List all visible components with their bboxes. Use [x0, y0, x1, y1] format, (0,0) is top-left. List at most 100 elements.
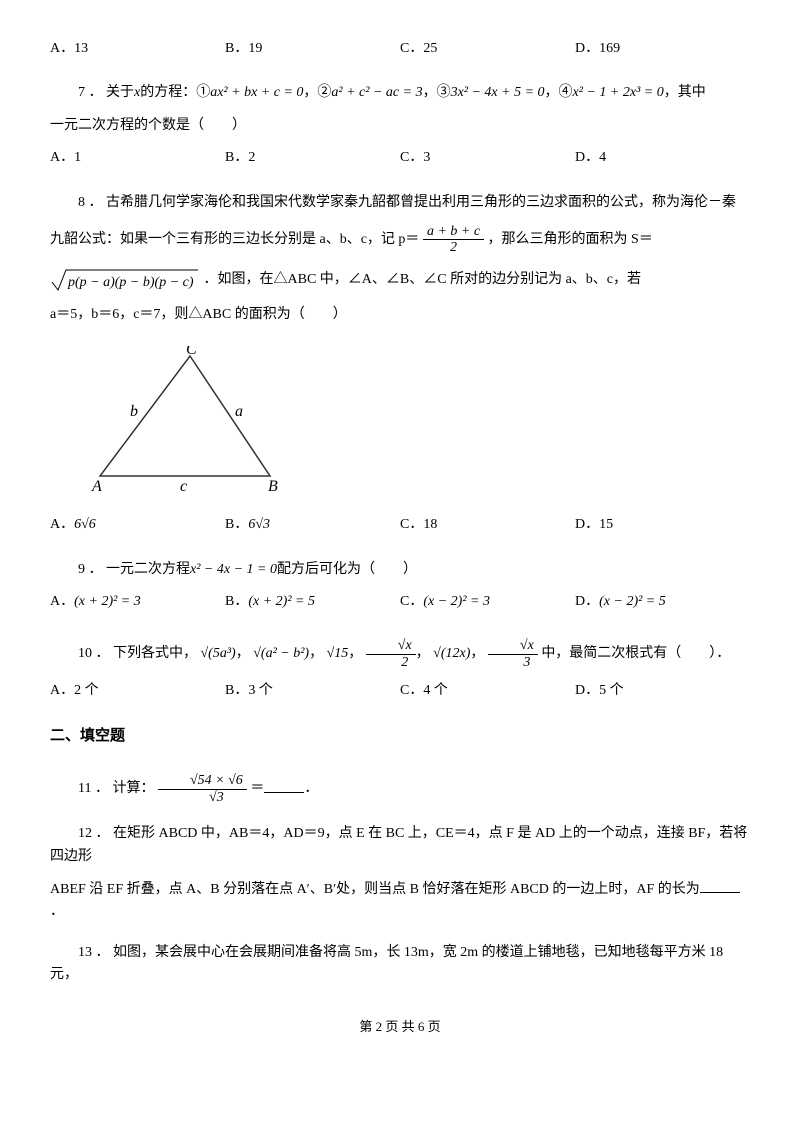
side-b: b — [130, 403, 138, 420]
q10-e4n: √x — [366, 638, 416, 654]
side-c: c — [180, 478, 187, 495]
q10-opt-c: C．4 个 — [400, 680, 575, 702]
sqrt-formula-icon: p(p − a)(p − b)(p − c) — [50, 266, 200, 294]
q8a-pre: A． — [50, 517, 74, 532]
q6-options: A．13 B．19 C．25 D．169 — [50, 38, 750, 60]
q11-blank — [264, 778, 304, 793]
q8-frac-den: 2 — [423, 240, 484, 255]
q8-line2a: 九韶公式：如果一个三有形的三边长分别是 a、b、c，记 p＝ — [50, 232, 419, 247]
q13-text: 13 ． 如图，某会展中心在会展期间准备将高 5m，长 13m，宽 2m 的楼道… — [50, 942, 750, 987]
q7-mid3: ，③ — [423, 85, 451, 100]
vertex-c: C — [186, 346, 197, 358]
q7-eq2: a² + c² − ac = 3 — [331, 85, 422, 100]
q9c-pre: C． — [400, 594, 423, 609]
q11-frac: √54 × √6 √3 — [158, 773, 247, 805]
q9-eq: x² − 4x − 1 = 0 — [190, 562, 277, 577]
q7-opt-a: A．1 — [50, 147, 225, 169]
q10-e1: √(5a³) — [201, 646, 236, 661]
q9-options: A．(x + 2)² = 3 B．(x + 2)² = 5 C．(x − 2)²… — [50, 591, 750, 613]
q7-mid1: 的方程：① — [140, 85, 210, 100]
q9d-pre: D． — [575, 594, 599, 609]
q8-opt-b: B．6√3 — [225, 514, 400, 536]
q8-line3wrap: p(p − a)(p − b)(p − c) ．如图，在△ABC 中，∠A、∠B… — [50, 266, 750, 294]
q7-eq1: ax² + bx + c = 0 — [210, 85, 303, 100]
q10-c2: ， — [309, 646, 323, 661]
q10-c5: ， — [470, 646, 484, 661]
q7-opt-d: D．4 — [575, 147, 750, 169]
q9b-val: (x + 2)² = 5 — [248, 594, 315, 609]
q7-eq3: 3x² − 4x + 5 = 0 — [451, 85, 545, 100]
q10-e4: √x2 — [366, 638, 416, 670]
q9-opt-a: A．(x + 2)² = 3 — [50, 591, 225, 613]
q8-line2: 九韶公式：如果一个三有形的三边长分别是 a、b、c，记 p＝ a + b + c… — [50, 224, 750, 256]
q9-pre: 9 ． 一元二次方程 — [78, 562, 190, 577]
q10-pre: 10 ． 下列各式中， — [78, 646, 197, 661]
q9c-val: (x − 2)² = 3 — [423, 594, 490, 609]
q11-end: ． — [304, 782, 318, 797]
q11-num: √54 × √6 — [158, 773, 247, 789]
q8-opt-d: D．15 — [575, 514, 750, 536]
q9-text: 9 ． 一元二次方程x² − 4x − 1 = 0配方后可化为（ ） — [50, 559, 750, 581]
q9a-val: (x + 2)² = 3 — [74, 594, 141, 609]
q10-e6: √x3 — [488, 638, 538, 670]
q12-line1: 12 ． 在矩形 ABCD 中，AB＝4，AD＝9，点 E 在 BC 上，CE＝… — [50, 823, 750, 868]
q7-post: ，其中 — [664, 85, 706, 100]
q7-opt-b: B．2 — [225, 147, 400, 169]
q12-line2a: ABEF 沿 EF 折叠，点 A、B 分别落在点 A′、B′处，则当点 B 恰好… — [50, 882, 700, 897]
q12-line2: ABEF 沿 EF 折叠，点 A、B 分别落在点 A′、B′处，则当点 B 恰好… — [50, 878, 750, 924]
q9-post: 配方后可化为（ ） — [277, 562, 417, 577]
q8-line1: 8 ． 古希腊几何学家海伦和我国宋代数学家秦九韶都曾提出利用三角形的三边求面积的… — [50, 192, 750, 214]
q7-options: A．1 B．2 C．3 D．4 — [50, 147, 750, 169]
q11-text: 11 ． 计算： √54 × √6 √3 ＝ ． — [50, 773, 750, 805]
q7-line2: 一元二次方程的个数是（ ） — [50, 115, 750, 137]
q8-line2b: ，那么三角形的面积为 S＝ — [488, 232, 653, 247]
q10-e3: √15 — [327, 646, 349, 661]
q7-eq4: x² − 1 + 2x³ = 0 — [573, 85, 664, 100]
q7-text: 7 ． 关于x的方程：①ax² + bx + c = 0，②a² + c² − … — [50, 82, 750, 104]
q6-opt-c: C．25 — [400, 38, 575, 60]
q8-opt-a: A．6√6 — [50, 514, 225, 536]
q7-pre: 7 ． 关于 — [78, 85, 134, 100]
q10-opt-d: D．5 个 — [575, 680, 750, 702]
q10-e5: √(12x) — [433, 646, 470, 661]
q6-opt-d: D．169 — [575, 38, 750, 60]
q12-line2b: ． — [50, 904, 64, 919]
q10-opt-b: B．3 个 — [225, 680, 400, 702]
q10-opt-a: A．2 个 — [50, 680, 225, 702]
q10-e2: √(a² − b²) — [253, 646, 309, 661]
q8b-val: 6√3 — [248, 517, 270, 532]
q10-c1: ， — [236, 646, 250, 661]
q10-e6n: √x — [488, 638, 538, 654]
q7-mid4: ，④ — [545, 85, 573, 100]
q8-opt-c: C．18 — [400, 514, 575, 536]
q8a-val: 6√6 — [74, 517, 96, 532]
q11-post: ＝ — [250, 782, 264, 797]
q6-opt-a: A．13 — [50, 38, 225, 60]
q7-opt-c: C．3 — [400, 147, 575, 169]
q9-opt-c: C．(x − 2)² = 3 — [400, 591, 575, 613]
side-a: a — [235, 403, 243, 420]
section-2-title: 二、填空题 — [50, 724, 750, 748]
q10-text: 10 ． 下列各式中， √(5a³)， √(a² − b²)， √15， √x2… — [50, 638, 750, 670]
q9-opt-b: B．(x + 2)² = 5 — [225, 591, 400, 613]
q10-options: A．2 个 B．3 个 C．4 个 D．5 个 — [50, 680, 750, 702]
q10-post: 中，最简二次根式有（ ）． — [541, 646, 730, 661]
q6-opt-b: B．19 — [225, 38, 400, 60]
q8b-pre: B． — [225, 517, 248, 532]
vertex-b: B — [268, 478, 278, 495]
page-footer: 第 2 页 共 6 页 — [50, 1017, 750, 1038]
q10-e4d: 2 — [366, 655, 416, 670]
q8-frac: a + b + c 2 — [423, 224, 484, 256]
q9-opt-d: D．(x − 2)² = 5 — [575, 591, 750, 613]
q10-e6d: 3 — [488, 655, 538, 670]
triangle-figure: A B C b a c — [80, 346, 300, 496]
q11-pre: 11 ． 计算： — [78, 782, 154, 797]
q10-c3: ， — [348, 646, 362, 661]
q9b-pre: B． — [225, 594, 248, 609]
q11-den: √3 — [158, 790, 247, 805]
q7-mid2: ，② — [303, 85, 331, 100]
q12-blank — [700, 878, 740, 893]
q10-c4: ， — [416, 646, 430, 661]
vertex-a: A — [91, 478, 102, 495]
q9a-pre: A． — [50, 594, 74, 609]
